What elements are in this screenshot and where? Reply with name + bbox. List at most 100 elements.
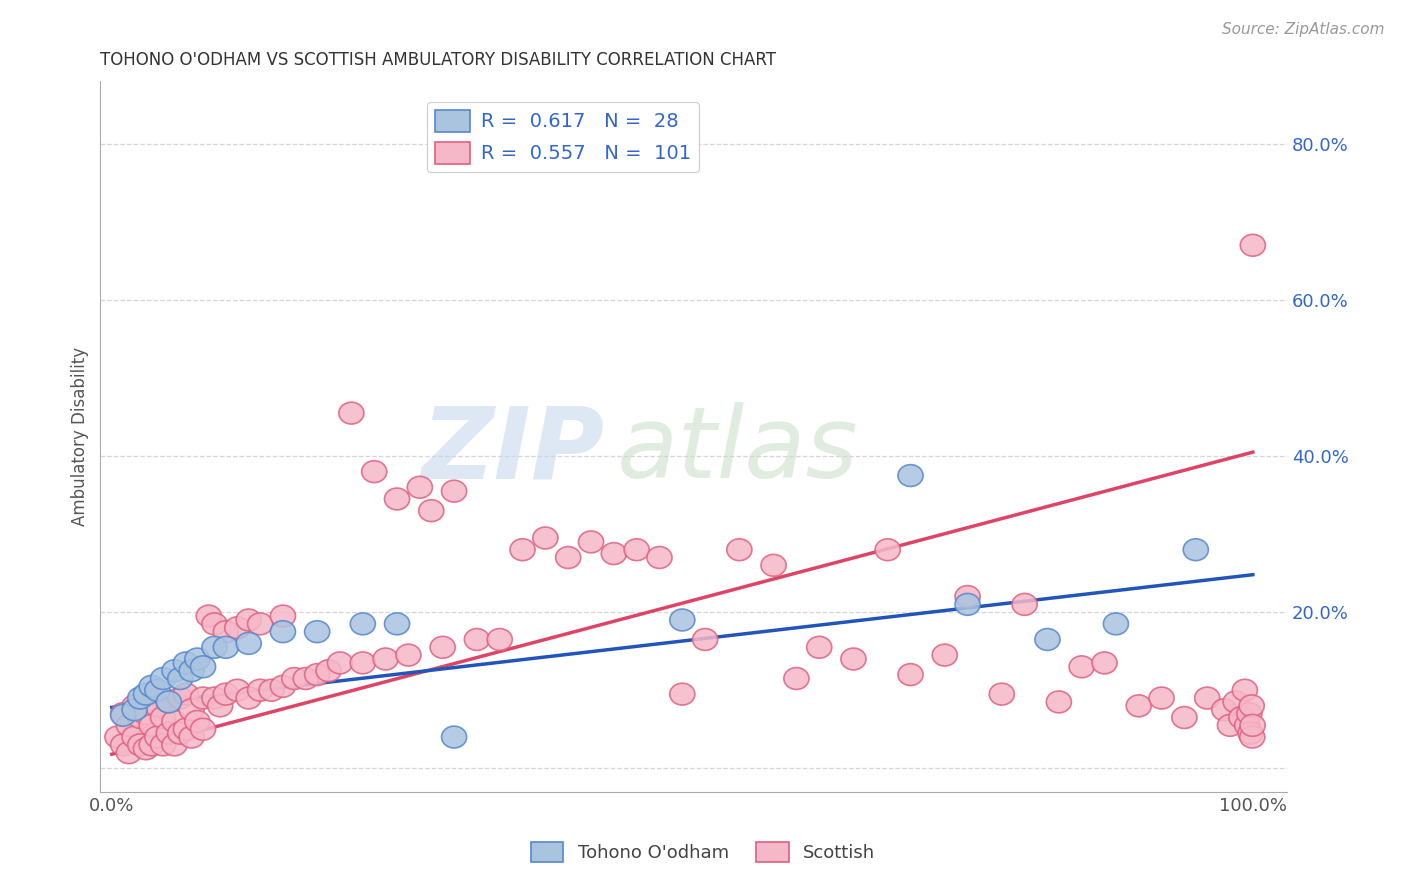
Ellipse shape [328,652,353,673]
Ellipse shape [669,609,695,631]
Ellipse shape [624,539,650,561]
Ellipse shape [1046,691,1071,713]
Ellipse shape [270,675,295,698]
Ellipse shape [1229,706,1254,729]
Text: Source: ZipAtlas.com: Source: ZipAtlas.com [1222,22,1385,37]
Ellipse shape [955,593,980,615]
Ellipse shape [128,706,153,729]
Ellipse shape [408,476,433,499]
Ellipse shape [173,652,198,673]
Ellipse shape [150,734,176,756]
Ellipse shape [128,687,153,709]
Ellipse shape [179,660,204,681]
Ellipse shape [259,680,284,701]
Ellipse shape [1240,726,1265,748]
Ellipse shape [578,531,603,553]
Ellipse shape [225,680,250,701]
Ellipse shape [1223,691,1249,713]
Ellipse shape [162,734,187,756]
Y-axis label: Ambulatory Disability: Ambulatory Disability [72,347,89,526]
Ellipse shape [488,629,512,650]
Ellipse shape [173,718,198,740]
Ellipse shape [441,726,467,748]
Ellipse shape [1012,593,1038,615]
Ellipse shape [647,547,672,568]
Ellipse shape [841,648,866,670]
Ellipse shape [156,723,181,744]
Legend: R =  0.617   N =  28, R =  0.557   N =  101: R = 0.617 N = 28, R = 0.557 N = 101 [427,102,699,172]
Ellipse shape [236,687,262,709]
Ellipse shape [145,695,170,717]
Ellipse shape [602,542,627,565]
Ellipse shape [145,680,170,701]
Ellipse shape [1239,723,1263,744]
Ellipse shape [898,664,924,686]
Ellipse shape [117,742,142,764]
Ellipse shape [236,609,262,631]
Ellipse shape [202,687,226,709]
Ellipse shape [441,480,467,502]
Ellipse shape [990,683,1014,705]
Ellipse shape [1240,235,1265,256]
Ellipse shape [384,613,409,635]
Ellipse shape [111,734,136,756]
Ellipse shape [350,652,375,673]
Ellipse shape [179,726,204,748]
Ellipse shape [173,683,198,705]
Ellipse shape [361,461,387,483]
Ellipse shape [190,687,215,709]
Ellipse shape [373,648,398,670]
Ellipse shape [1212,698,1237,721]
Ellipse shape [179,698,204,721]
Ellipse shape [1035,629,1060,650]
Ellipse shape [247,680,273,701]
Text: TOHONO O'ODHAM VS SCOTTISH AMBULATORY DISABILITY CORRELATION CHART: TOHONO O'ODHAM VS SCOTTISH AMBULATORY DI… [100,51,776,69]
Ellipse shape [1232,680,1257,701]
Ellipse shape [384,488,409,510]
Ellipse shape [150,667,176,690]
Ellipse shape [156,691,181,713]
Ellipse shape [190,656,215,678]
Ellipse shape [145,726,170,748]
Ellipse shape [270,605,295,627]
Ellipse shape [807,636,832,658]
Ellipse shape [139,734,165,756]
Ellipse shape [208,695,233,717]
Ellipse shape [1069,656,1094,678]
Ellipse shape [955,586,980,607]
Ellipse shape [105,726,129,748]
Ellipse shape [1184,539,1208,561]
Ellipse shape [727,539,752,561]
Ellipse shape [247,613,273,635]
Ellipse shape [190,718,215,740]
Ellipse shape [1195,687,1220,709]
Ellipse shape [134,683,159,705]
Ellipse shape [1171,706,1197,729]
Ellipse shape [214,621,239,642]
Ellipse shape [1234,714,1260,736]
Ellipse shape [197,605,221,627]
Ellipse shape [122,726,148,748]
Ellipse shape [430,636,456,658]
Ellipse shape [419,500,444,522]
Ellipse shape [1126,695,1152,717]
Ellipse shape [156,691,181,713]
Ellipse shape [184,648,209,670]
Ellipse shape [162,711,187,732]
Ellipse shape [510,539,536,561]
Ellipse shape [1092,652,1116,673]
Ellipse shape [128,734,153,756]
Ellipse shape [555,547,581,568]
Ellipse shape [1149,687,1174,709]
Ellipse shape [1237,703,1263,724]
Ellipse shape [294,667,318,690]
Ellipse shape [785,667,808,690]
Ellipse shape [1239,695,1264,717]
Ellipse shape [236,632,262,655]
Ellipse shape [122,695,148,717]
Ellipse shape [1104,613,1129,635]
Ellipse shape [761,555,786,576]
Legend: Tohono O'odham, Scottish: Tohono O'odham, Scottish [523,834,883,870]
Ellipse shape [533,527,558,549]
Ellipse shape [1218,714,1243,736]
